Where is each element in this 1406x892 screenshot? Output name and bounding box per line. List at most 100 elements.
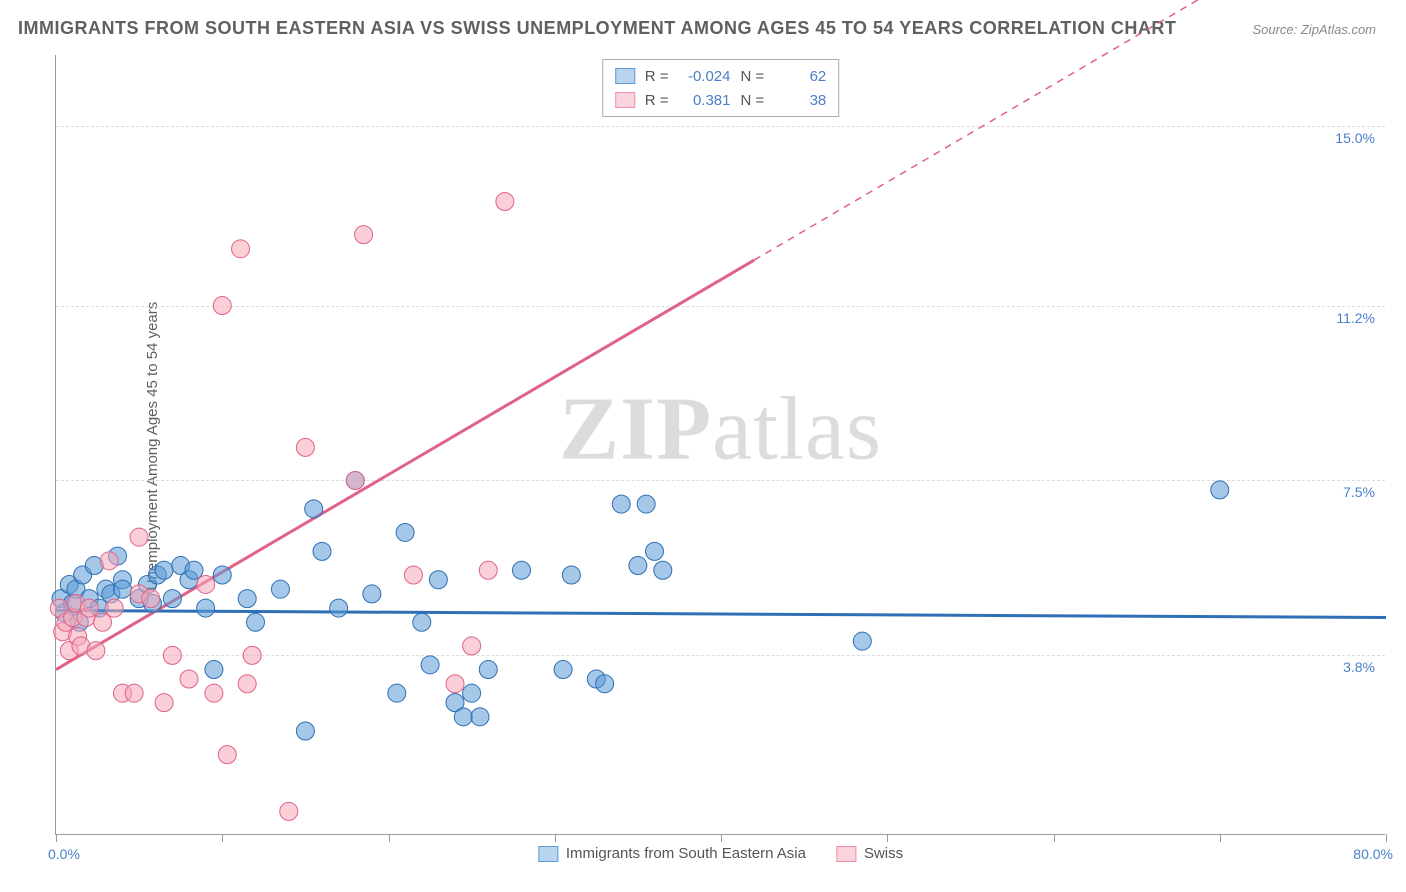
stats-n-label: N = [741, 68, 765, 85]
scatter-point-blue [205, 661, 223, 679]
scatter-point-blue [330, 599, 348, 617]
scatter-point-blue [612, 495, 630, 513]
scatter-point-pink [232, 240, 250, 258]
scatter-point-blue [296, 722, 314, 740]
scatter-point-blue [429, 571, 447, 589]
scatter-point-pink [496, 193, 514, 211]
scatter-point-blue [313, 542, 331, 560]
scatter-point-pink [280, 802, 298, 820]
stats-row-blue: R = -0.024 N = 62 [615, 64, 827, 88]
scatter-point-blue [197, 599, 215, 617]
scatter-point-blue [463, 684, 481, 702]
scatter-point-blue [396, 523, 414, 541]
scatter-point-blue [421, 656, 439, 674]
scatter-point-pink [446, 675, 464, 693]
legend-swatch-blue [538, 846, 558, 862]
scatter-point-pink [163, 646, 181, 664]
swatch-blue [615, 68, 635, 84]
scatter-point-pink [142, 590, 160, 608]
scatter-point-blue [238, 590, 256, 608]
x-label-left: 0.0% [48, 846, 80, 862]
scatter-point-blue [471, 708, 489, 726]
stats-n-value-pink: 38 [774, 92, 826, 109]
scatter-point-pink [404, 566, 422, 584]
legend-item-blue: Immigrants from South Eastern Asia [538, 845, 806, 862]
scatter-point-blue [454, 708, 472, 726]
scatter-point-blue [155, 561, 173, 579]
scatter-point-blue [1211, 481, 1229, 499]
scatter-point-blue [596, 675, 614, 693]
scatter-point-pink [180, 670, 198, 688]
x-tick [56, 834, 57, 842]
scatter-point-blue [163, 590, 181, 608]
x-label-right: 80.0% [1353, 846, 1393, 862]
scatter-point-blue [554, 661, 572, 679]
stats-legend-box: R = -0.024 N = 62 R = 0.381 N = 38 [602, 59, 840, 117]
stats-r-value-pink: 0.381 [679, 92, 731, 109]
scatter-point-blue [247, 613, 265, 631]
scatter-point-blue [853, 632, 871, 650]
scatter-point-pink [80, 599, 98, 617]
scatter-point-blue [513, 561, 531, 579]
scatter-point-blue [413, 613, 431, 631]
scatter-point-pink [125, 684, 143, 702]
scatter-point-pink [94, 613, 112, 631]
x-tick [1386, 834, 1387, 842]
x-tick [389, 834, 390, 842]
stats-r-label: R = [645, 68, 669, 85]
chart-title: IMMIGRANTS FROM SOUTH EASTERN ASIA VS SW… [18, 18, 1176, 39]
legend-label-pink: Swiss [864, 845, 903, 862]
x-tick [222, 834, 223, 842]
scatter-point-pink [213, 297, 231, 315]
legend-item-pink: Swiss [836, 845, 903, 862]
scatter-point-pink [197, 575, 215, 593]
chart-svg [56, 55, 1385, 834]
scatter-point-blue [479, 661, 497, 679]
x-tick [721, 834, 722, 842]
stats-r-value-blue: -0.024 [679, 68, 731, 85]
scatter-point-pink [243, 646, 261, 664]
scatter-point-pink [463, 637, 481, 655]
trend-line-pink [56, 260, 754, 670]
trend-line-dashed-pink [754, 0, 1386, 260]
stats-row-pink: R = 0.381 N = 38 [615, 88, 827, 112]
scatter-point-blue [363, 585, 381, 603]
scatter-point-pink [130, 528, 148, 546]
scatter-point-blue [629, 557, 647, 575]
scatter-points [50, 193, 1228, 821]
scatter-point-pink [218, 746, 236, 764]
scatter-point-blue [637, 495, 655, 513]
scatter-point-pink [105, 599, 123, 617]
plot-area: ZIPatlas 3.8%7.5%11.2%15.0% R = -0.024 N… [55, 55, 1385, 835]
scatter-point-pink [296, 438, 314, 456]
stats-n-value-blue: 62 [774, 68, 826, 85]
scatter-point-blue [185, 561, 203, 579]
scatter-point-blue [654, 561, 672, 579]
scatter-point-pink [238, 675, 256, 693]
x-tick [1054, 834, 1055, 842]
scatter-point-pink [87, 642, 105, 660]
scatter-point-pink [346, 471, 364, 489]
x-tick [555, 834, 556, 842]
scatter-point-pink [100, 552, 118, 570]
x-tick [887, 834, 888, 842]
x-tick [1220, 834, 1221, 842]
scatter-point-blue [114, 580, 132, 598]
scatter-point-pink [355, 226, 373, 244]
scatter-point-blue [305, 500, 323, 518]
legend-swatch-pink [836, 846, 856, 862]
scatter-point-blue [213, 566, 231, 584]
scatter-point-blue [388, 684, 406, 702]
scatter-point-blue [271, 580, 289, 598]
scatter-point-blue [562, 566, 580, 584]
source-attribution: Source: ZipAtlas.com [1252, 22, 1376, 37]
scatter-point-pink [155, 694, 173, 712]
stats-n-label: N = [741, 92, 765, 109]
swatch-pink [615, 92, 635, 108]
scatter-point-pink [205, 684, 223, 702]
bottom-legend: Immigrants from South Eastern Asia Swiss [538, 845, 903, 862]
stats-r-label: R = [645, 92, 669, 109]
legend-label-blue: Immigrants from South Eastern Asia [566, 845, 806, 862]
scatter-point-pink [479, 561, 497, 579]
scatter-point-blue [646, 542, 664, 560]
